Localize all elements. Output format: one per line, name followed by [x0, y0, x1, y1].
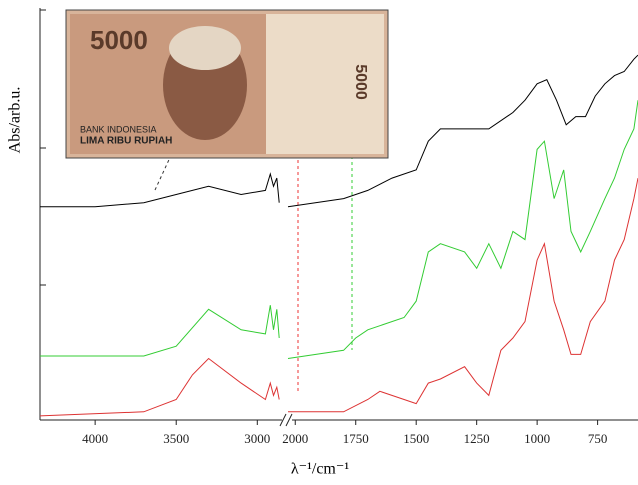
x-tick-label: 750 — [588, 431, 608, 446]
x-axis-label: λ⁻¹/cm⁻¹ — [291, 461, 349, 478]
x-tick-label: 3000 — [244, 431, 270, 446]
amount-text: LIMA RIBU RUPIAH — [80, 136, 172, 147]
axis-break — [285, 413, 293, 427]
spectrum-line — [40, 172, 280, 208]
spectrum-line — [288, 178, 638, 413]
spectrum-line — [287, 100, 638, 359]
turban — [169, 26, 241, 70]
y-axis-label: Abs/arb.u. — [7, 87, 24, 154]
x-tick-label: 4000 — [82, 431, 108, 446]
axes — [39, 8, 638, 427]
axis-break — [279, 413, 287, 427]
x-tick-label: 1250 — [464, 431, 490, 446]
x-tick-label: 2000 — [282, 431, 308, 446]
x-tick-label: 1000 — [524, 431, 550, 446]
plot — [39, 54, 638, 417]
bank-name: BANK INDONESIA — [80, 124, 157, 134]
x-tick-label: 1750 — [343, 431, 369, 446]
spectrum-line — [39, 357, 280, 417]
denomination: 5000 — [90, 25, 148, 55]
inset: 5000 BANK INDONESIA LIMA RIBU RUPIAH 500… — [65, 9, 389, 159]
denomination-side: 5000 — [352, 64, 369, 100]
x-tick-label: 3500 — [163, 431, 189, 446]
x-tick-label: 1500 — [403, 431, 429, 446]
spectrum-line — [287, 54, 638, 208]
banknote-watermark — [266, 14, 384, 154]
spectrum-line — [40, 305, 280, 357]
